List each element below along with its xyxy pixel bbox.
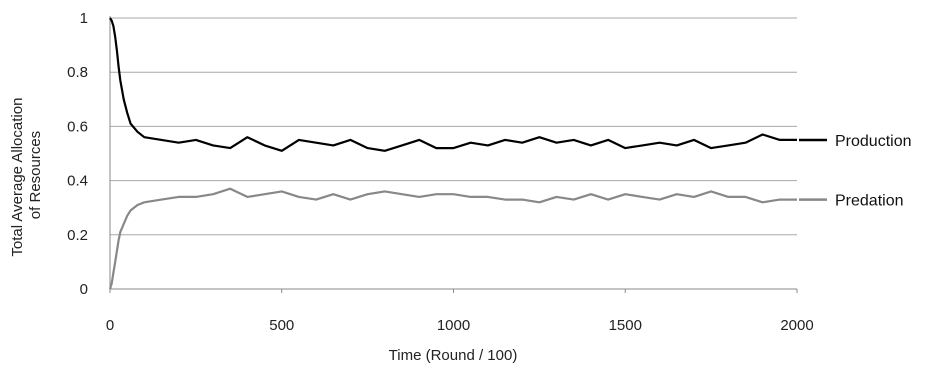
- x-tick-label: 500: [269, 317, 294, 334]
- gridlines: [110, 17, 797, 236]
- y-tick-label: 0.2: [67, 227, 88, 244]
- x-tick-label: 1500: [609, 317, 642, 334]
- axes: [109, 16, 798, 293]
- y-tick-label: 0: [80, 281, 88, 298]
- legend: Production Predation: [799, 133, 912, 210]
- y-tick-label: 1: [80, 10, 88, 27]
- series-lines: [108, 17, 797, 290]
- y-axis-label: Total Average Allocation of Resources: [9, 93, 44, 256]
- y-tick-label: 0.6: [67, 118, 88, 135]
- y-axis-label-line-1: Total Average Allocation: [9, 98, 26, 257]
- series-line-production: [109, 17, 797, 152]
- x-tick-label: 0: [106, 317, 114, 334]
- x-tick-label: 1000: [437, 317, 470, 334]
- y-axis-label-line-2: of Resources: [27, 131, 44, 219]
- y-tick-labels: 0 0.2 0.4 0.6 0.8 1: [67, 10, 88, 298]
- legend-label-production: Production: [835, 133, 912, 150]
- series-line-predation: [108, 187, 797, 290]
- x-axis-label: Time (Round / 100): [389, 347, 518, 364]
- y-tick-label: 0.4: [67, 173, 88, 190]
- legend-label-predation: Predation: [835, 193, 904, 210]
- y-tick-label: 0.8: [67, 64, 88, 81]
- x-tick-label: 2000: [780, 317, 813, 334]
- x-tick-labels: 0 500 1000 1500 2000: [106, 317, 814, 334]
